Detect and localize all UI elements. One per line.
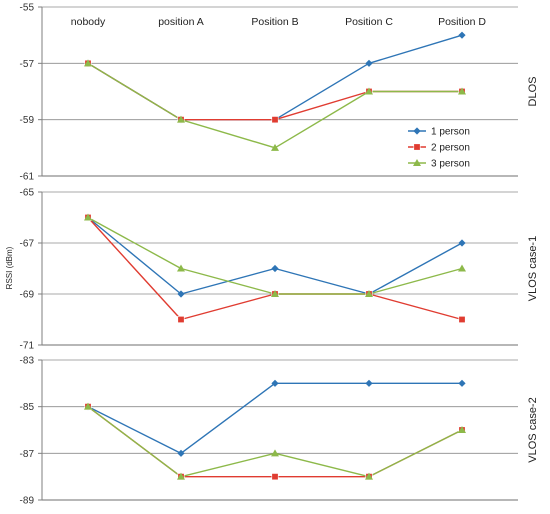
data-point-vlos-case-2-1-person [365,379,373,387]
y-tick-label: -55 [20,3,35,14]
data-point-dlos-3-person [84,59,92,67]
legend-marker-1-person [413,127,421,135]
y-tick-label: -89 [20,496,35,507]
series-line-vlos-case-2-1-person [87,382,462,455]
series-line-dlos-3-person [87,62,462,149]
data-point-dlos-3-person [458,87,466,95]
legend-label-1-person: 1 person [431,127,470,138]
data-point-vlos-case-1-2-person [458,315,466,323]
data-point-vlos-case-2-1-person [271,379,279,387]
x-category-label: nobody [71,16,106,28]
y-tick-label: -65 [20,188,35,199]
legend-marker-3-person [413,159,421,166]
data-point-vlos-case-1-3-person [365,290,373,297]
data-point-vlos-case-2-3-person [271,449,279,457]
series-lines [87,34,463,478]
series-markers [84,31,466,481]
series-line-vlos-case-1-1-person [87,216,463,295]
data-point-dlos-1-person [458,31,466,39]
y-tick-label: -71 [20,341,35,352]
x-category-label: Position C [345,16,393,28]
data-point-dlos-3-person [365,87,373,95]
series-line-vlos-case-2-3-person [87,406,463,478]
y-tick-label: -59 [20,115,35,126]
y-tick-label: -87 [20,449,35,460]
data-point-vlos-case-1-3-person [458,264,466,272]
data-point-vlos-case-1-1-person [458,239,466,247]
y-tick-labels: -55 -57 -59 -61 -65 -67 -69 -71 -83 -85 -87 -89 [20,3,35,507]
panel-labels: DLOS VLOS case-1 VLOS case-2 [527,77,539,463]
series-line-vlos-case-2-2-person [87,406,463,478]
legend-label-2-person: 2 person [431,143,470,154]
data-point-vlos-case-2-3-person [177,472,185,480]
panel-label-vlos-case-1: VLOS case-1 [527,236,539,301]
y-tick-label: -61 [20,172,35,183]
data-point-vlos-case-1-1-person [177,290,185,298]
y-tick-label: -69 [20,290,35,301]
data-point-vlos-case-1-2-person [177,315,185,323]
panel-label-dlos: DLOS [527,77,539,107]
data-point-vlos-case-2-3-person [365,472,373,480]
y-tick-label: -83 [20,356,35,367]
series-line-vlos-case-1-3-person [87,216,463,295]
x-category-label: position A [158,16,204,28]
axes [38,6,43,501]
x-category-labels: nobody position A Position B Position C Posi… [71,16,487,28]
data-point-dlos-3-person [177,115,185,123]
y-axis-label: RSSI (dBm) [5,246,14,289]
data-point-dlos-1-person [365,59,373,67]
data-point-vlos-case-1-1-person [271,264,279,273]
data-point-vlos-case-1-3-person [84,213,92,221]
data-point-vlos-case-2-3-person [84,402,92,410]
x-category-label: Position D [438,16,486,28]
y-tick-label: -85 [20,402,35,413]
data-point-vlos-case-2-2-person [271,473,279,481]
y-tick-label: -67 [20,239,35,250]
data-point-dlos-2-person [271,116,279,124]
data-point-vlos-case-1-3-person [177,264,185,272]
legend-marker-2-person [413,143,421,151]
legend: 1 person 2 person 3 person [408,127,470,170]
x-category-label: Position B [251,16,298,28]
data-point-vlos-case-1-3-person [271,290,279,297]
data-point-vlos-case-2-1-person [177,449,185,457]
data-point-vlos-case-2-3-person [458,426,466,433]
gridlines [42,6,518,501]
legend-label-3-person: 3 person [431,159,470,170]
panel-label-vlos-case-2: VLOS case-2 [527,397,539,462]
data-point-vlos-case-2-1-person [458,379,466,387]
series-line-dlos-1-person [87,34,463,121]
data-point-dlos-3-person [271,143,279,151]
y-tick-label: -57 [20,59,35,70]
